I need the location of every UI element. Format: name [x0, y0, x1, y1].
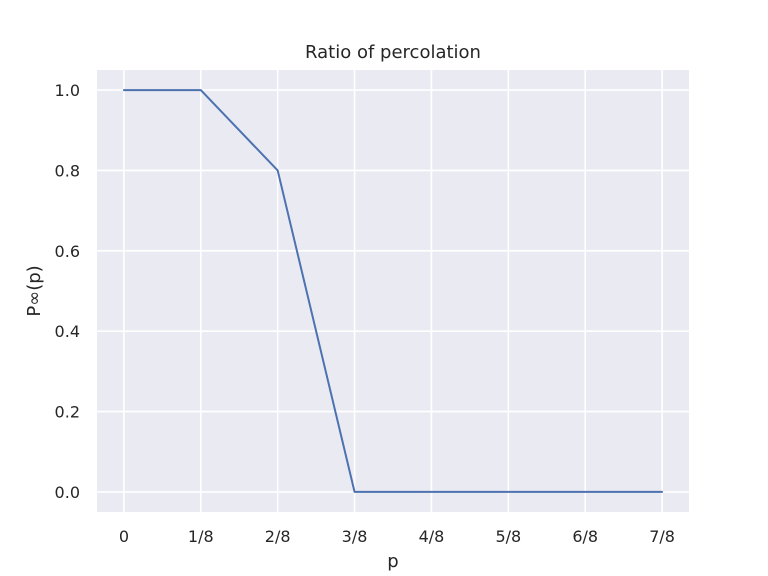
x-tick-label: 6/8 [572, 527, 598, 546]
x-tick-label: 4/8 [419, 527, 445, 546]
x-tick-label: 1/8 [188, 527, 214, 546]
x-tick-label: 0 [119, 527, 129, 546]
x-tick-label: 3/8 [342, 527, 368, 546]
x-tick-label: 2/8 [265, 527, 291, 546]
y-tick-labels: 0.0 0.2 0.4 0.6 0.8 1.0 [55, 81, 80, 502]
y-tick-label: 0.8 [55, 161, 80, 180]
series-line [122, 89, 664, 493]
chart-title: Ratio of percolation [305, 42, 481, 63]
y-tick-label: 0.0 [55, 483, 80, 502]
y-tick-label: 0.4 [55, 322, 80, 341]
x-tick-labels: 0 1/8 2/8 3/8 4/8 5/8 6/8 7/8 [119, 527, 675, 546]
y-axis-label: P∞(p) [24, 265, 45, 316]
series-layer [122, 89, 664, 493]
plot-area [97, 70, 689, 512]
x-tick-label: 7/8 [649, 527, 675, 546]
y-tick-label: 1.0 [55, 81, 80, 100]
x-tick-label: 5/8 [495, 527, 521, 546]
y-tick-label: 0.6 [55, 242, 80, 261]
grid [97, 70, 689, 512]
x-axis-label: p [387, 551, 398, 572]
y-tick-label: 0.2 [55, 403, 80, 422]
